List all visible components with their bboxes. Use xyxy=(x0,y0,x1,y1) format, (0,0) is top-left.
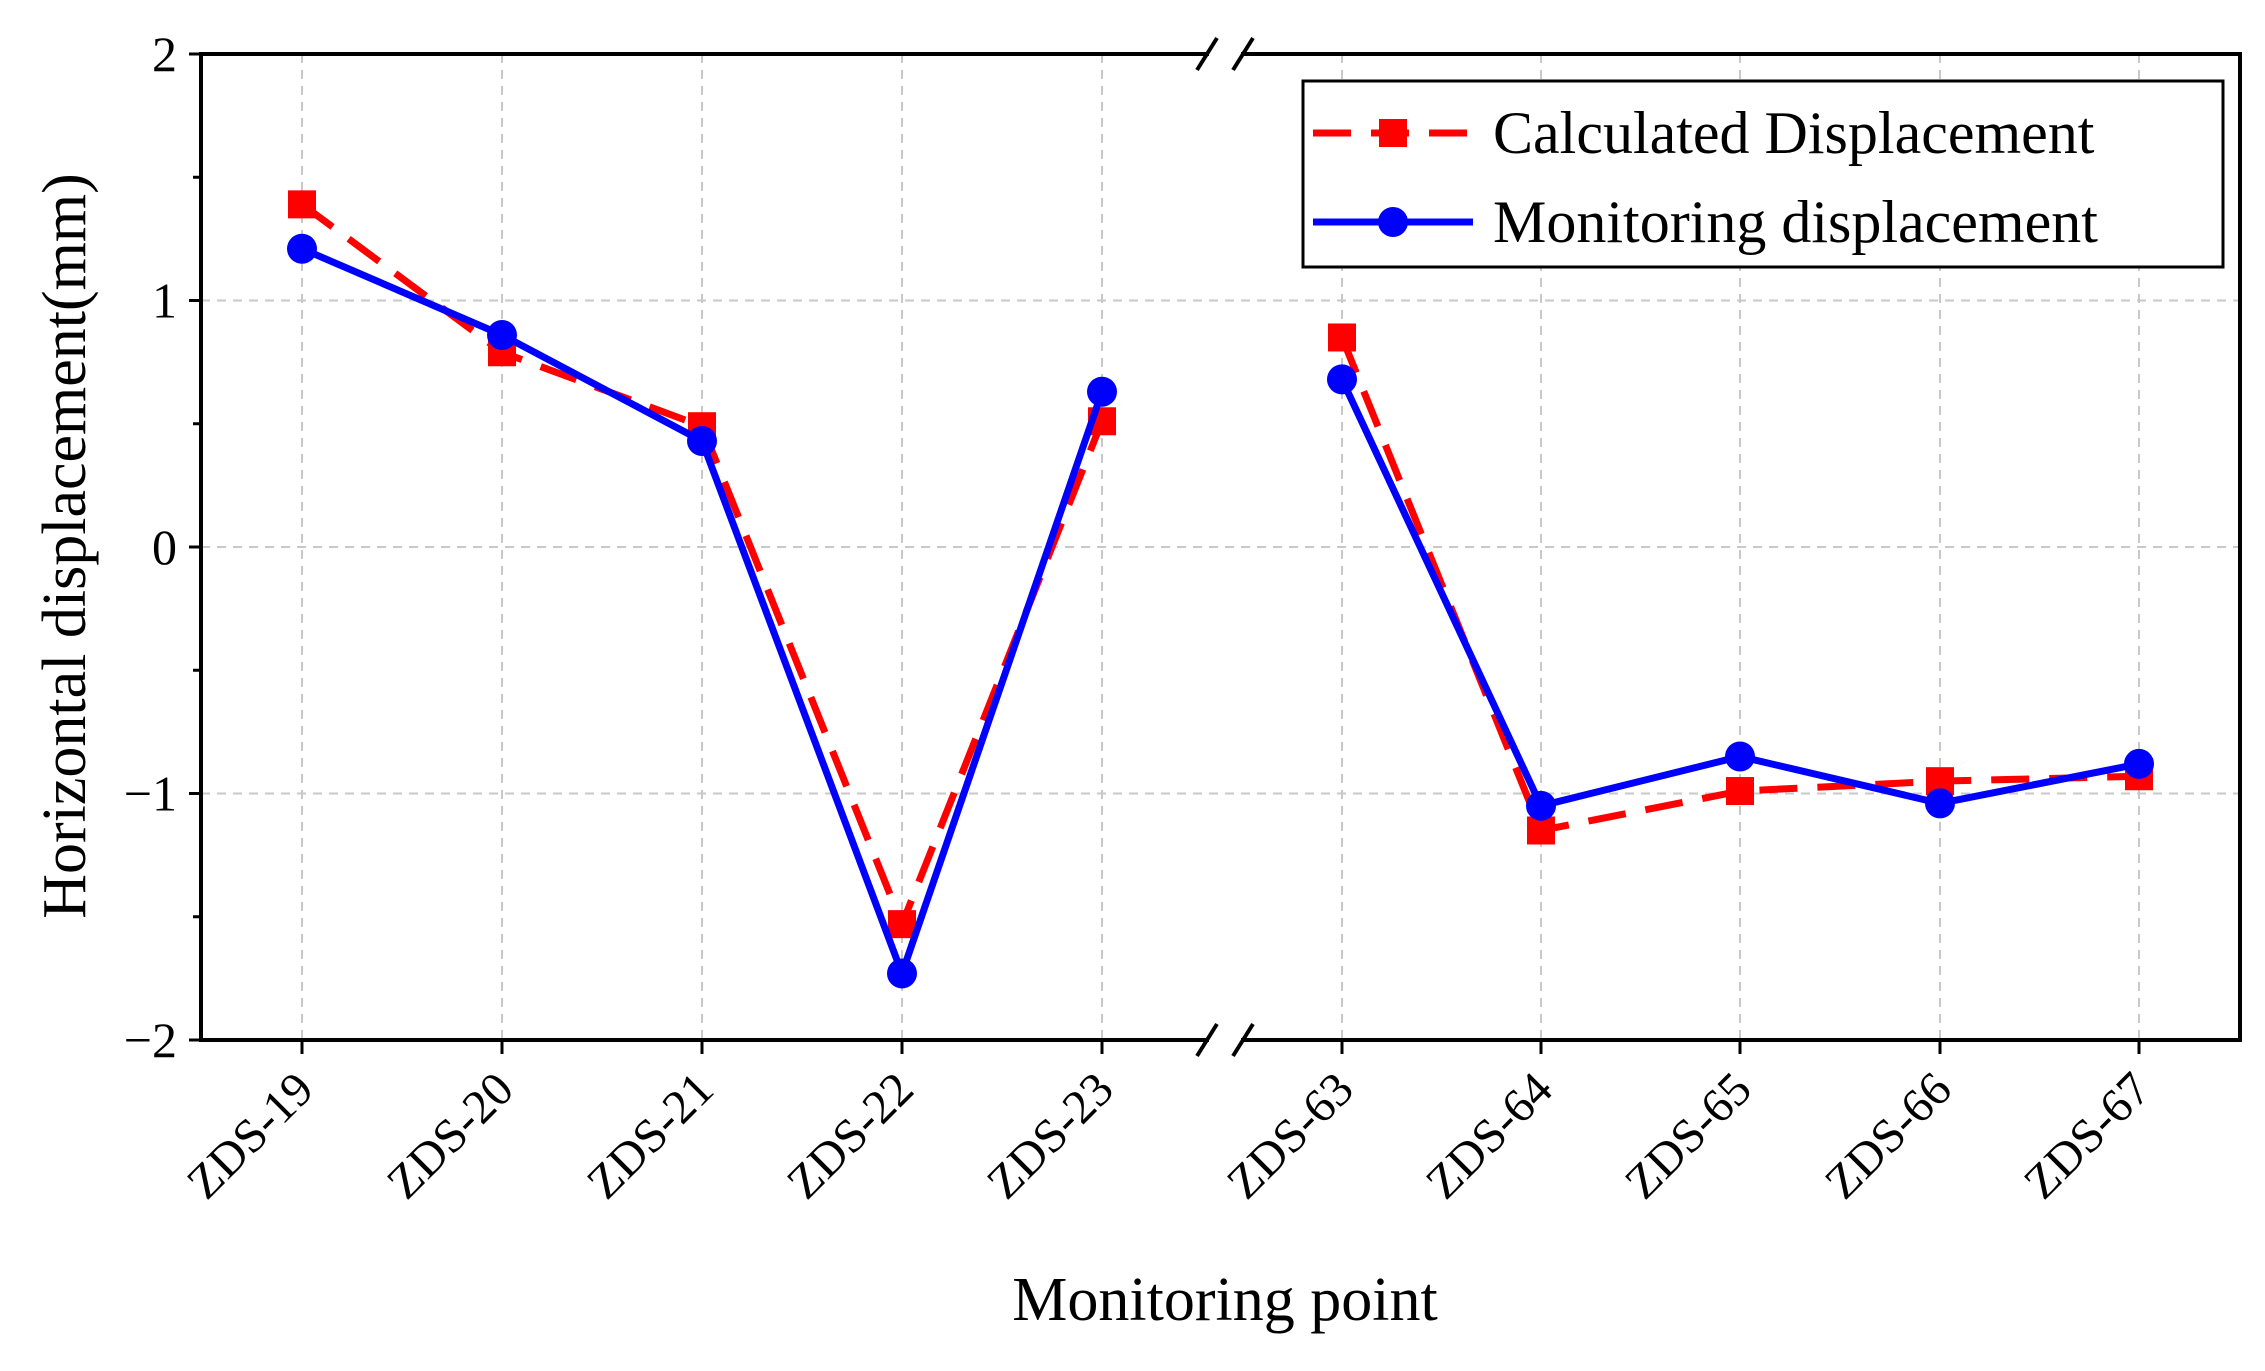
data-point-square xyxy=(1328,323,1356,352)
y-tick-label: −2 xyxy=(124,1012,177,1068)
y-tick-label: 0 xyxy=(152,519,177,575)
data-point-circle xyxy=(1087,376,1117,407)
axis-break-mark xyxy=(1195,36,1219,72)
data-point-circle xyxy=(1327,364,1357,395)
series-0 xyxy=(288,190,2153,939)
data-point-square xyxy=(1726,777,1754,806)
data-point-circle xyxy=(287,233,317,264)
series-1 xyxy=(287,233,2154,989)
x-tick-label: ZDS-64 xyxy=(1416,1062,1563,1209)
legend-label-1: Monitoring displacement xyxy=(1493,189,2098,255)
data-point-square xyxy=(288,190,316,219)
legend-box xyxy=(1301,79,2225,269)
legend: Calculated Displacement Monitoring displa… xyxy=(1301,79,2225,269)
legend-marker-square xyxy=(1379,119,1407,147)
x-axis-label: Monitoring point xyxy=(1012,1266,1437,1334)
y-tick-label: 1 xyxy=(152,273,177,329)
x-tick-label: ZDS-66 xyxy=(1815,1062,1962,1209)
data-point-circle xyxy=(887,958,917,989)
x-tick-label: ZDS-65 xyxy=(1615,1062,1762,1209)
x-tick-label: ZDS-23 xyxy=(977,1062,1124,1209)
series-line xyxy=(300,245,1106,977)
series-layer xyxy=(287,190,2154,989)
axis-break-mark xyxy=(1195,1022,1219,1058)
x-tick-label: ZDS-19 xyxy=(177,1062,324,1209)
axis-break-mark xyxy=(1231,1022,1255,1058)
data-point-square xyxy=(1527,816,1555,845)
y-axis-label: Horizontal displacement(mm) xyxy=(31,173,99,918)
legend-marker-circle xyxy=(1378,207,1408,237)
data-point-square xyxy=(888,910,916,939)
y-tick-label: −1 xyxy=(124,766,177,822)
x-tick-label: ZDS-20 xyxy=(377,1062,524,1209)
y-tick-label: 2 xyxy=(152,26,177,82)
data-point-circle xyxy=(487,320,517,351)
legend-label-0: Calculated Displacement xyxy=(1493,100,2095,166)
x-tick-label: ZDS-63 xyxy=(1217,1062,1364,1209)
series-line xyxy=(299,201,1106,928)
x-tick-label: ZDS-21 xyxy=(577,1062,724,1209)
data-point-circle xyxy=(1725,741,1755,772)
data-point-circle xyxy=(687,426,717,457)
data-point-circle xyxy=(1526,790,1556,821)
data-point-circle xyxy=(2124,748,2154,779)
axis-break-mark xyxy=(1231,36,1255,72)
x-tick-label: ZDS-22 xyxy=(777,1062,924,1209)
x-tick-label: ZDS-67 xyxy=(2014,1062,2161,1209)
data-point-circle xyxy=(1925,788,1955,819)
